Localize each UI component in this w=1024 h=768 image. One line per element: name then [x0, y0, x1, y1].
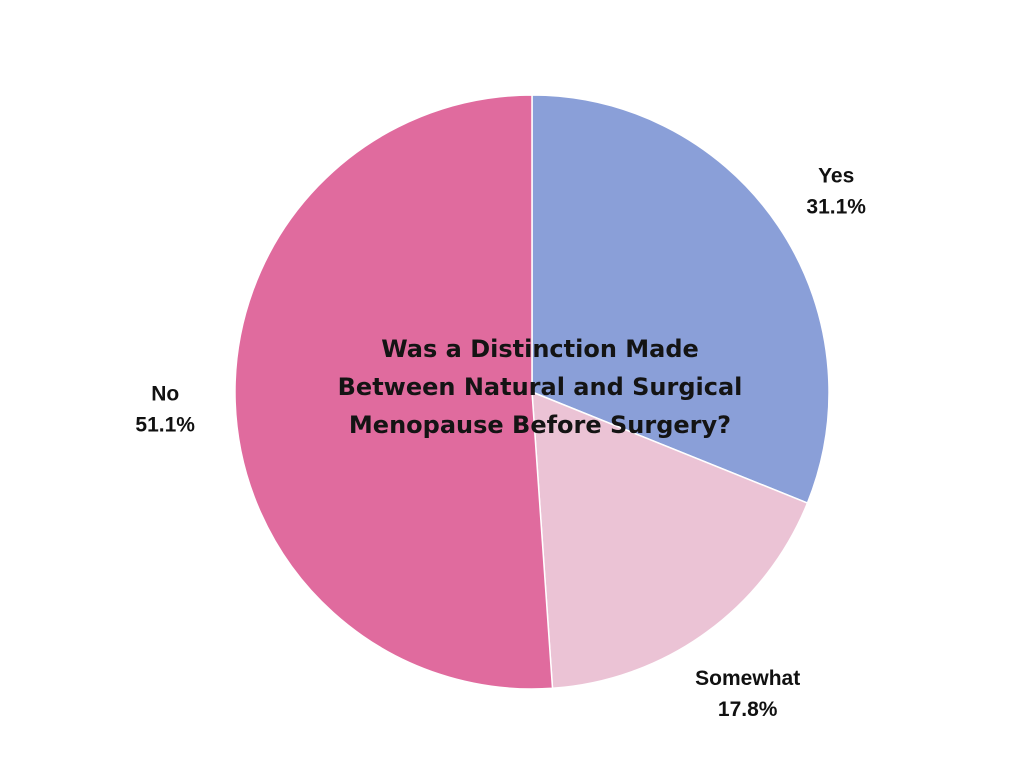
- slice-label-value: 17.8%: [718, 698, 778, 721]
- chart-title-line: Was a Distinction Made: [381, 335, 699, 363]
- slice-label-value: 31.1%: [806, 196, 866, 219]
- pie-slice-somewhat: [531, 390, 809, 690]
- pie-slice-no: [234, 94, 554, 690]
- pie-slice-yes: [531, 94, 830, 505]
- slice-label-name: Somewhat: [695, 667, 800, 690]
- slice-label-name: No: [151, 383, 179, 406]
- slice-label-no: No 51.1%: [135, 383, 195, 437]
- chart-title-line: Between Natural and Surgical: [338, 373, 743, 401]
- slice-label-name: Yes: [818, 165, 854, 188]
- slice-label-somewhat: Somewhat 17.8%: [695, 667, 800, 721]
- labels-layer: Yes 31.1% Somewhat 17.8% No 51.1%: [135, 165, 866, 721]
- slices-layer: [234, 94, 830, 690]
- chart-title-line: Menopause Before Surgery?: [349, 411, 731, 439]
- slice-label-value: 51.1%: [135, 414, 195, 437]
- slice-label-yes: Yes 31.1%: [806, 165, 866, 219]
- chart-title: Was a Distinction Made Between Natural an…: [338, 335, 743, 439]
